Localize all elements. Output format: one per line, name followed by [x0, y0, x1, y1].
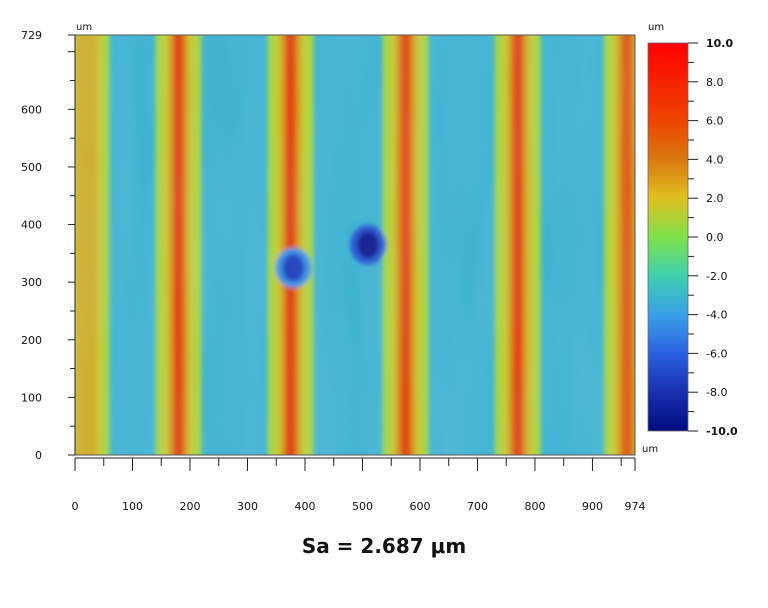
colorbar-tick-label: -2.0: [706, 270, 727, 283]
x-tick-label: 900: [582, 500, 603, 513]
y-tick-label: 600: [21, 103, 42, 116]
x-tick-label: 974: [625, 500, 646, 513]
colorbar-tick-label: 2.0: [706, 192, 724, 205]
x-axis: 0 100 200 300 400 500 600 700 800 900 974: [72, 457, 646, 513]
y-tick-label: 300: [21, 276, 42, 289]
colorbar-tick-label: 0.0: [706, 231, 724, 244]
colorbar-tick-label: 6.0: [706, 115, 724, 128]
x-tick-label: 500: [352, 500, 373, 513]
sa-roughness-label: Sa = 2.687 μm: [301, 534, 467, 558]
colorbar-tick-label: -10.0: [706, 425, 738, 438]
height-map-area: [75, 35, 635, 455]
colorbar: [647, 42, 689, 432]
colorbar-tick-label: 8.0: [706, 76, 724, 89]
colorbar-tick-label: -6.0: [706, 347, 727, 360]
colorbar-tick-label: -4.0: [706, 309, 727, 322]
x-tick-label: 800: [524, 500, 545, 513]
y-tick-label: 500: [21, 161, 42, 174]
colorbar-axis: 10.0 8.0 6.0 4.0 2.0 0.0 -2.0 -4.0 -6.0 -8.0 -10.0: [688, 37, 738, 438]
x-tick-label: 600: [409, 500, 430, 513]
x-unit-label: um: [76, 22, 92, 33]
surface-texture: [75, 35, 635, 455]
y-tick-label: 0: [35, 449, 42, 462]
y-tick-label: 200: [21, 334, 42, 347]
colorbar-tick-label: 4.0: [706, 153, 724, 166]
x-tick-label: 100: [122, 500, 143, 513]
y-tick-label: 729: [21, 29, 42, 42]
y-axis: 0 100 200 300 400 500 600 729: [21, 29, 76, 462]
colorbar-unit-top: um: [648, 22, 664, 33]
colorbar-unit-bottom: um: [642, 444, 658, 455]
y-tick-label: 100: [21, 391, 42, 404]
x-tick-label: 300: [237, 500, 258, 513]
y-tick-label: 400: [21, 219, 42, 232]
x-tick-label: 400: [294, 500, 315, 513]
colorbar-tick-label: -8.0: [706, 386, 727, 399]
x-tick-label: 0: [72, 500, 79, 513]
x-tick-label: 200: [179, 500, 200, 513]
colorbar-tick-label: 10.0: [706, 37, 733, 50]
x-tick-label: 700: [467, 500, 488, 513]
